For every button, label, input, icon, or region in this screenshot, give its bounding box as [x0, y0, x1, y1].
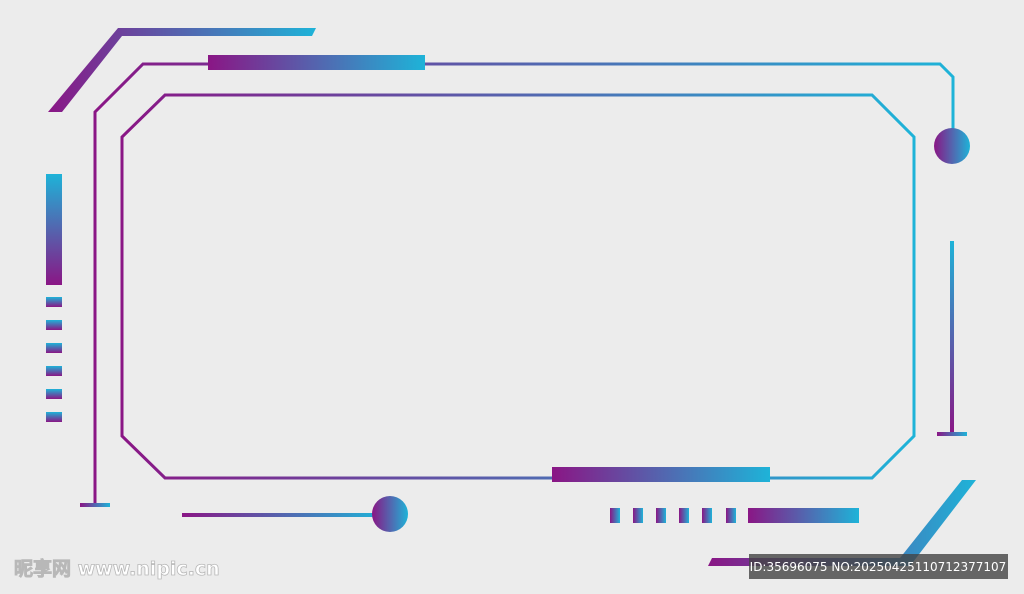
dot: [46, 366, 62, 376]
watermark-site: 昵享网 www.nipic.cn: [14, 557, 220, 580]
dot: [656, 508, 666, 523]
inner-frame: [120, 93, 916, 480]
dot: [46, 320, 62, 330]
dot: [46, 389, 62, 399]
side-dots: [46, 297, 62, 422]
top-bar: [208, 55, 425, 70]
bottom-bar: [552, 467, 770, 482]
dot: [610, 508, 620, 523]
dot: [46, 343, 62, 353]
dot: [46, 412, 62, 422]
dot: [679, 508, 689, 523]
bottom-right-bar: [748, 508, 859, 523]
circle-node: [372, 496, 408, 532]
tick: [937, 432, 967, 436]
dot: [702, 508, 712, 523]
dot: [726, 508, 736, 523]
watermark-id: ID:35696075 NO:20250425110712377107: [750, 560, 1007, 574]
dot: [633, 508, 643, 523]
tick: [80, 503, 110, 507]
circle-node: [934, 128, 970, 164]
bottom-line: [182, 513, 382, 517]
outer-line: [93, 62, 955, 505]
watermark-box: [749, 554, 1008, 579]
side-bar: [46, 174, 62, 285]
dot: [46, 297, 62, 307]
bottom-dots: [610, 508, 736, 523]
